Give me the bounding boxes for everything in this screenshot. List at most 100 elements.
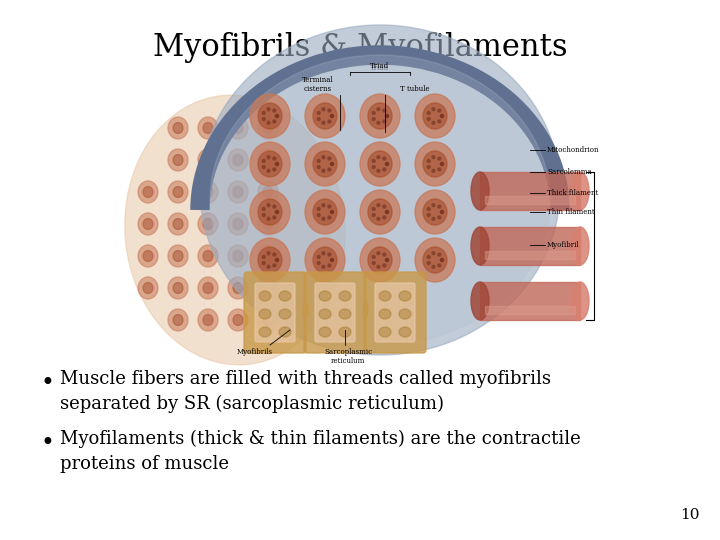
Ellipse shape <box>273 253 276 256</box>
Ellipse shape <box>441 211 444 213</box>
Ellipse shape <box>441 114 444 118</box>
Ellipse shape <box>173 314 183 326</box>
Ellipse shape <box>168 277 188 299</box>
Ellipse shape <box>383 253 386 256</box>
Ellipse shape <box>438 168 441 171</box>
Text: •: • <box>40 372 54 395</box>
Ellipse shape <box>385 163 389 165</box>
Ellipse shape <box>372 118 375 120</box>
Ellipse shape <box>368 199 392 225</box>
Ellipse shape <box>173 251 183 261</box>
FancyBboxPatch shape <box>315 283 355 342</box>
Ellipse shape <box>339 309 351 319</box>
Ellipse shape <box>318 207 320 211</box>
Ellipse shape <box>330 163 333 165</box>
Ellipse shape <box>383 120 386 123</box>
Ellipse shape <box>233 251 243 261</box>
Ellipse shape <box>228 277 248 299</box>
Ellipse shape <box>138 245 158 267</box>
Ellipse shape <box>385 114 389 118</box>
Text: Terminal
cisterns: Terminal cisterns <box>302 76 334 93</box>
Ellipse shape <box>228 213 248 235</box>
Ellipse shape <box>372 213 375 217</box>
Ellipse shape <box>415 190 455 234</box>
Ellipse shape <box>279 291 291 301</box>
Ellipse shape <box>322 156 325 159</box>
Ellipse shape <box>262 213 265 217</box>
Ellipse shape <box>328 264 331 267</box>
Ellipse shape <box>273 120 276 123</box>
Bar <box>363 303 367 315</box>
Bar <box>485 251 575 259</box>
Ellipse shape <box>328 216 331 219</box>
Ellipse shape <box>258 213 278 235</box>
Ellipse shape <box>330 259 333 261</box>
Ellipse shape <box>427 213 430 217</box>
Text: Myofibril: Myofibril <box>547 241 580 249</box>
Ellipse shape <box>203 123 213 133</box>
Ellipse shape <box>385 114 389 118</box>
Ellipse shape <box>276 163 279 165</box>
Ellipse shape <box>379 309 391 319</box>
Ellipse shape <box>259 309 271 319</box>
Ellipse shape <box>372 166 375 168</box>
Ellipse shape <box>258 117 278 139</box>
Ellipse shape <box>319 309 331 319</box>
Ellipse shape <box>318 118 320 120</box>
Ellipse shape <box>258 103 282 129</box>
Ellipse shape <box>318 159 320 163</box>
Ellipse shape <box>377 156 380 159</box>
Ellipse shape <box>360 238 400 282</box>
Ellipse shape <box>368 151 392 177</box>
Ellipse shape <box>571 227 589 265</box>
Text: Myofilaments (thick & thin filaments) are the contractile
proteins of muscle: Myofilaments (thick & thin filaments) ar… <box>60 430 581 473</box>
Ellipse shape <box>168 309 188 331</box>
Ellipse shape <box>198 245 218 267</box>
Ellipse shape <box>471 172 489 210</box>
Ellipse shape <box>250 190 290 234</box>
Ellipse shape <box>399 291 411 301</box>
Text: Mitochondrion: Mitochondrion <box>547 146 600 154</box>
Ellipse shape <box>399 309 411 319</box>
Ellipse shape <box>262 261 265 265</box>
Ellipse shape <box>360 94 400 138</box>
Ellipse shape <box>318 213 320 217</box>
Ellipse shape <box>210 55 550 345</box>
Ellipse shape <box>385 163 389 165</box>
Ellipse shape <box>318 111 320 114</box>
Ellipse shape <box>379 327 391 337</box>
Ellipse shape <box>267 122 270 124</box>
Ellipse shape <box>377 265 380 268</box>
Ellipse shape <box>385 259 389 261</box>
Ellipse shape <box>203 251 213 261</box>
Ellipse shape <box>143 186 153 198</box>
Ellipse shape <box>427 207 430 211</box>
Ellipse shape <box>438 157 441 160</box>
Ellipse shape <box>432 217 435 220</box>
Ellipse shape <box>173 282 183 294</box>
Ellipse shape <box>259 327 271 337</box>
Ellipse shape <box>143 251 153 261</box>
Text: Thin filament: Thin filament <box>547 208 595 216</box>
Ellipse shape <box>432 107 435 111</box>
Ellipse shape <box>279 327 291 337</box>
Ellipse shape <box>168 117 188 139</box>
Ellipse shape <box>322 107 325 111</box>
Ellipse shape <box>399 327 411 337</box>
Ellipse shape <box>330 211 333 213</box>
Ellipse shape <box>368 103 392 129</box>
Ellipse shape <box>318 261 320 265</box>
Ellipse shape <box>377 107 380 111</box>
Ellipse shape <box>427 255 430 259</box>
Ellipse shape <box>262 166 265 168</box>
Ellipse shape <box>318 255 320 259</box>
Ellipse shape <box>368 247 392 273</box>
Ellipse shape <box>267 265 270 268</box>
Ellipse shape <box>173 219 183 230</box>
Ellipse shape <box>263 219 273 230</box>
Ellipse shape <box>423 103 447 129</box>
FancyBboxPatch shape <box>244 272 306 353</box>
Ellipse shape <box>258 309 278 331</box>
Ellipse shape <box>263 123 273 133</box>
Ellipse shape <box>203 282 213 294</box>
